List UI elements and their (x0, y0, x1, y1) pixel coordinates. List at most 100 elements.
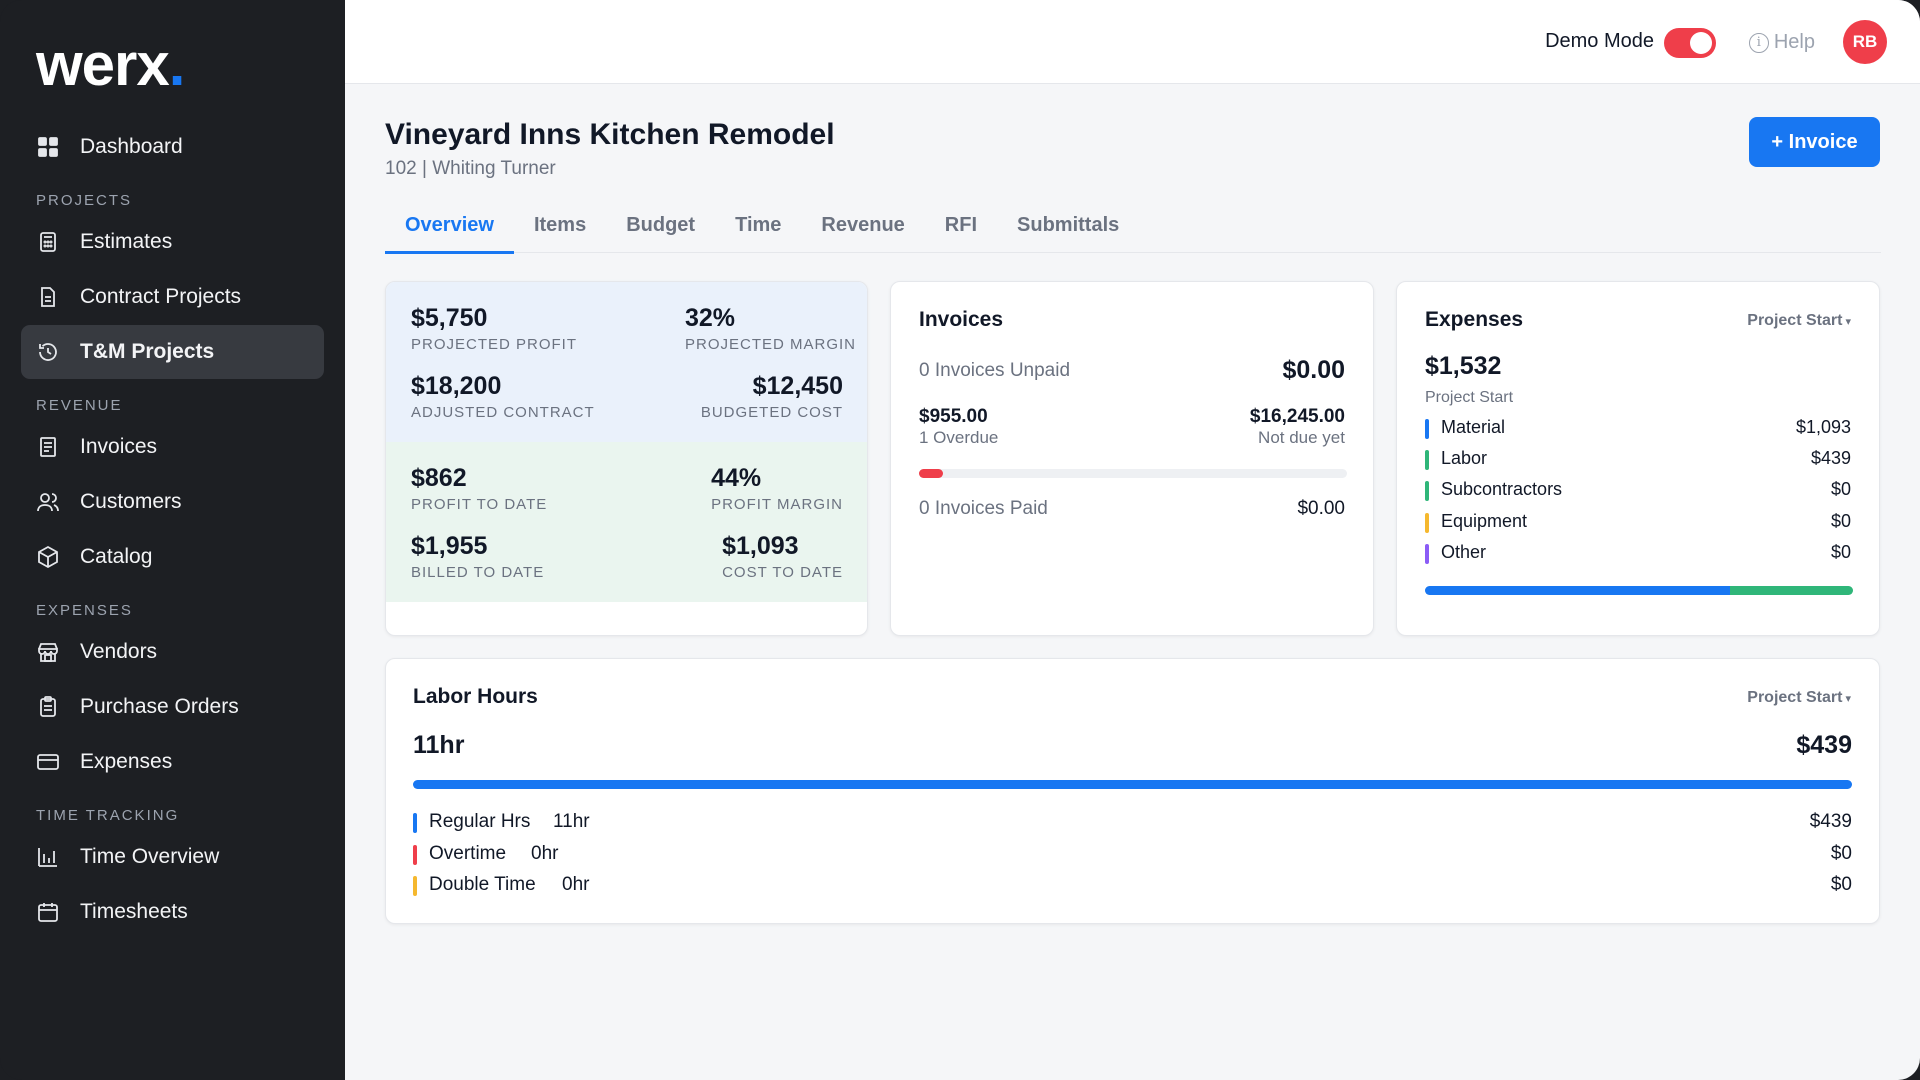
sidebar-item-dashboard[interactable]: Dashboard (21, 120, 324, 174)
expense-segment (1730, 586, 1853, 595)
budgeted-cost-label: BUDGETED COST (700, 404, 843, 421)
cost-to-date-stat: $1,093 COST TO DATE (722, 532, 843, 581)
labor-hours-card[interactable]: Labor Hours Project Start 11hr $439 Regu… (385, 658, 1880, 924)
demo-mode-toggle[interactable] (1664, 28, 1716, 58)
tab-revenue[interactable]: Revenue (821, 214, 905, 236)
expenses-total: $1,532 (1425, 352, 1502, 380)
store-icon (36, 640, 60, 664)
sidebar-item-label: Expenses (80, 750, 173, 773)
logo-dot: . (168, 31, 186, 98)
sidebar-item-contract-projects[interactable]: Contract Projects (21, 270, 324, 324)
info-icon: i (1748, 32, 1769, 53)
invoices-unpaid-label: 0 Invoices Unpaid (919, 360, 1071, 381)
labor-hours-bar (413, 780, 1852, 789)
sidebar-nav: Dashboard PROJECTS Estimates Contract Pr… (21, 120, 324, 940)
page-title: Vineyard Inns Kitchen Remodel (385, 118, 835, 151)
sidebar-item-label: Purchase Orders (80, 695, 239, 718)
sidebar-item-label: Customers (80, 490, 182, 513)
sidebar-item-customers[interactable]: Customers (21, 475, 324, 529)
expense-amount: $439 (1810, 448, 1851, 468)
double-time-swatch (413, 876, 417, 896)
invoices-title: Invoices (919, 308, 1004, 331)
invoices-paid-label: 0 Invoices Paid (919, 498, 1048, 519)
add-invoice-button[interactable]: + Invoice (1749, 117, 1880, 167)
labor-row-regular: Regular Hrs 11hr $439 (413, 811, 1852, 835)
overdue-amount: $955.00 (919, 406, 988, 427)
sidebar-item-vendors[interactable]: Vendors (21, 625, 324, 679)
sidebar-item-invoices[interactable]: Invoices (21, 420, 324, 474)
labor-swatch (1425, 450, 1429, 470)
help-link[interactable]: i Help (1748, 31, 1815, 54)
project-subtitle: 102 | Whiting Turner (385, 158, 556, 179)
sidebar-item-label: Vendors (80, 640, 158, 663)
tab-budget[interactable]: Budget (626, 214, 696, 236)
expenses-stacked-bar (1425, 586, 1853, 595)
tab-items[interactable]: Items (533, 214, 587, 236)
sidebar-section-revenue: REVENUE (36, 397, 123, 414)
budgeted-cost-value: $12,450 (752, 372, 843, 400)
sidebar-item-time-overview[interactable]: Time Overview (21, 830, 324, 884)
document-icon (36, 285, 60, 309)
sidebar-item-label: Time Overview (80, 845, 220, 868)
equipment-swatch (1425, 513, 1429, 533)
sidebar-item-expenses[interactable]: Expenses (21, 735, 324, 789)
werx-logo[interactable]: werx. (36, 30, 186, 99)
tab-overview[interactable]: Overview (385, 206, 514, 254)
labor-hours-title: Labor Hours (413, 685, 538, 708)
tab-submittals[interactable]: Submittals (1017, 214, 1120, 236)
overtime-swatch (413, 845, 417, 865)
expenses-total-label: Project Start (1425, 389, 1514, 406)
projected-profit-stat: $5,750 PROJECTED PROFIT (411, 304, 577, 353)
receipt-icon (36, 435, 60, 459)
invoice-status-bar (919, 469, 1347, 478)
tab-rfi[interactable]: RFI (944, 214, 978, 236)
invoices-card[interactable]: Invoices 0 Invoices Unpaid $0.00 $955.00… (890, 281, 1374, 636)
expense-amount: $0 (1830, 511, 1851, 531)
projected-margin-label: PROJECTED MARGIN (685, 336, 857, 353)
not-due-amount: $16,245.00 (1249, 406, 1345, 427)
sidebar-item-label: Estimates (80, 230, 173, 253)
sidebar-item-tm-projects[interactable]: T&M Projects (21, 325, 324, 379)
grid-icon (36, 135, 60, 159)
labor-type-amount: $439 (1809, 811, 1852, 832)
labor-type-hours: 0hr (562, 874, 590, 895)
expenses-period-dropdown[interactable]: Project Start (1747, 312, 1851, 330)
user-avatar[interactable]: RB (1843, 20, 1887, 64)
labor-type-amount: $0 (1830, 843, 1852, 864)
sidebar-item-label: Timesheets (80, 900, 188, 923)
profit-margin-stat: 44% PROFIT MARGIN (711, 464, 843, 513)
sidebar-section-projects: PROJECTS (36, 192, 133, 209)
top-bar: Demo Mode i Help RB (345, 0, 1920, 84)
profit-margin-label: PROFIT MARGIN (711, 496, 843, 513)
labor-type-amount: $0 (1830, 874, 1852, 895)
profit-to-date-label: PROFIT TO DATE (411, 496, 548, 513)
demo-mode-label: Demo Mode (1545, 30, 1654, 52)
labor-total-cost: $439 (1796, 731, 1852, 759)
sidebar-item-estimates[interactable]: Estimates (21, 215, 324, 269)
projected-profit-value: $5,750 (411, 304, 488, 332)
adjusted-contract-stat: $18,200 ADJUSTED CONTRACT (411, 372, 595, 421)
cube-icon (36, 545, 60, 569)
sidebar-item-catalog[interactable]: Catalog (21, 530, 324, 584)
tab-time[interactable]: Time (735, 214, 782, 236)
project-tabs: Overview Items Budget Time Revenue RFI S… (385, 206, 1881, 254)
adjusted-contract-value: $18,200 (411, 372, 502, 400)
calculator-icon (36, 230, 60, 254)
expenses-title: Expenses (1425, 308, 1524, 331)
labor-type-name: Regular Hrs (429, 811, 531, 832)
sidebar-item-purchase-orders[interactable]: Purchase Orders (21, 680, 324, 734)
expense-amount: $0 (1830, 542, 1851, 562)
expense-amount: $1,093 (1795, 417, 1851, 437)
expenses-card[interactable]: Expenses Project Start $1,532 Project St… (1396, 281, 1880, 636)
help-label: Help (1773, 31, 1815, 53)
clipboard-icon (36, 695, 60, 719)
material-swatch (1425, 419, 1429, 439)
to-date-section (386, 442, 867, 602)
sidebar-section-time-tracking: TIME TRACKING (36, 807, 180, 824)
labor-period-dropdown[interactable]: Project Start (1747, 689, 1851, 707)
overdue-bar-fill (919, 469, 943, 478)
sidebar-item-timesheets[interactable]: Timesheets (21, 885, 324, 939)
labor-type-name: Double Time (429, 874, 536, 895)
expense-row-equipment: Equipment $0 (1425, 511, 1851, 535)
billed-to-date-label: BILLED TO DATE (411, 564, 545, 581)
